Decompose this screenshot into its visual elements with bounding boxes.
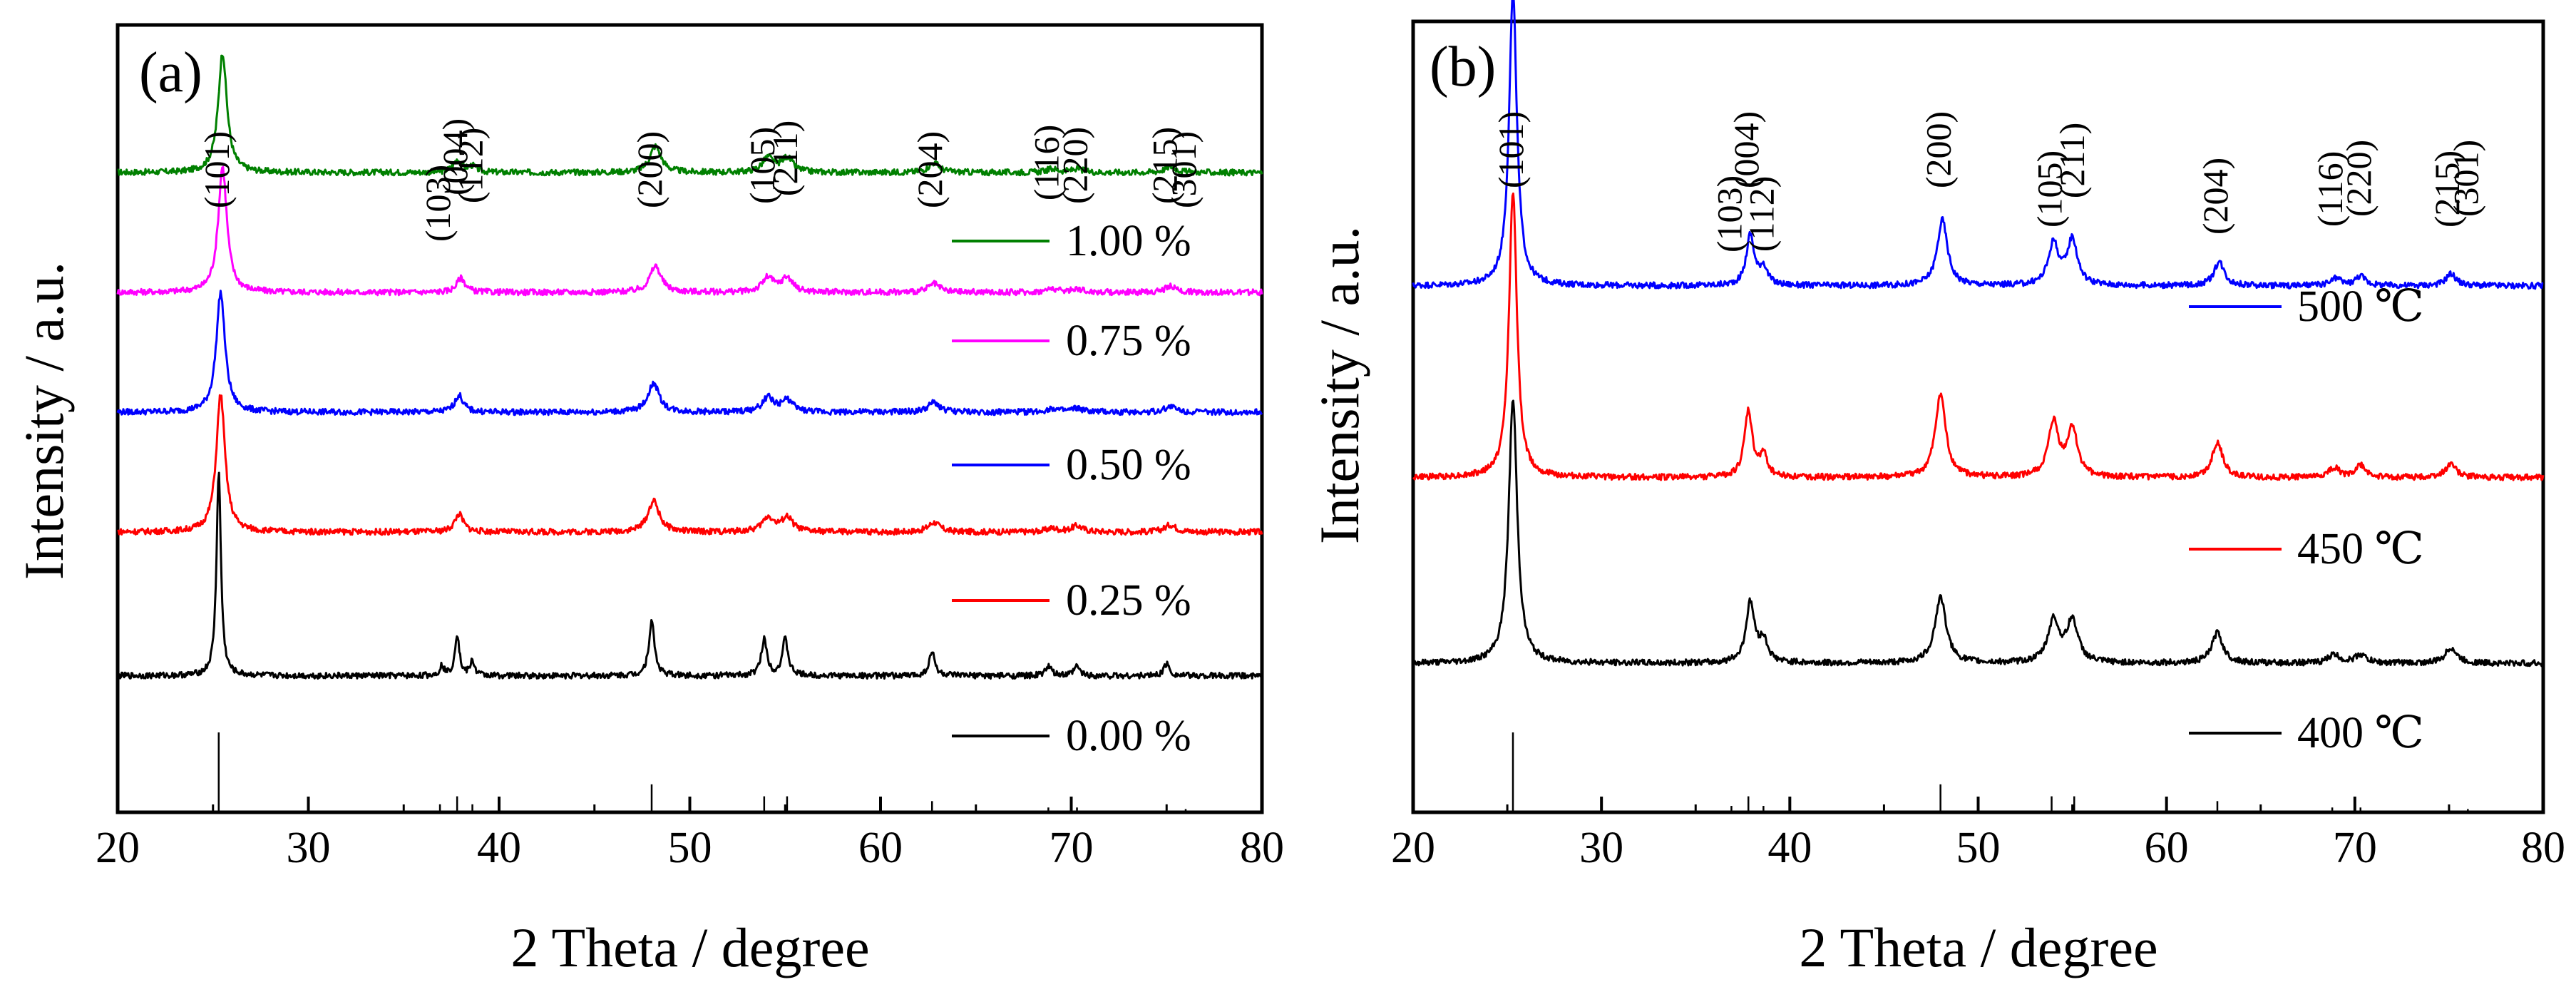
panel-a-traces xyxy=(116,54,1263,680)
panel-a-hkl-label: (004) xyxy=(435,118,475,195)
panel-a-y-axis-title: Intensity / a.u. xyxy=(13,262,75,580)
panel-b-hkl-label: (215) xyxy=(2427,150,2467,227)
panel-a-trace-025 xyxy=(117,394,1263,536)
panel-b-x-tick-label: 80 xyxy=(2521,824,2565,872)
panel-a-trace-000 xyxy=(116,471,1263,680)
panel-b-x-ticks: 20 30 40 50 60 70 80 xyxy=(1391,797,2565,872)
panel-b-x-tick-label: 20 xyxy=(1391,824,1435,872)
panel-b-hkl-label: (200) xyxy=(1919,111,1959,188)
panel-a-x-tick-label: 50 xyxy=(668,824,712,872)
panel-b-hkl-label: (301) xyxy=(2446,140,2485,217)
panel-b-trace-450 xyxy=(1412,192,2545,481)
panel-a: (101) (103)(004)(112) (200) (105)(211) (204)… xyxy=(13,23,1284,978)
panel-b-hkl-label: (220) xyxy=(2339,140,2379,217)
panel-b-x-tick-label: 50 xyxy=(1956,824,2001,872)
panel-a-hkl-labels: (101) (103)(004)(112) (200) (105)(211) (204)… xyxy=(197,118,1204,242)
panel-a-x-tick-label: 80 xyxy=(1240,824,1284,872)
panel-b-legend-label: 400 ℃ xyxy=(2297,709,2424,757)
panel-a-hkl-label: (112) xyxy=(451,128,491,203)
panel-a-x-tick-label: 60 xyxy=(858,824,903,872)
panel-b-legend-label: 450 ℃ xyxy=(2297,525,2424,573)
panel-b-trace-500 xyxy=(1412,0,2544,290)
panel-b-legend: 500 ℃ 450 ℃ 400 ℃ xyxy=(2189,282,2424,757)
panel-a-hkl-label: (116) xyxy=(1026,125,1066,200)
panel-b-x-tick-label: 40 xyxy=(1767,824,1812,872)
panel-a-hkl-label: (204) xyxy=(910,131,950,208)
panel-a-trace-075 xyxy=(116,165,1263,297)
panel-b-hkl-label: (004) xyxy=(1726,111,1766,188)
panel-a-hkl-label: (215) xyxy=(1144,127,1184,204)
panel-b-hkl-labels: (101) (103)(004)(112) (200) (105)(211) (204)… xyxy=(1491,111,2485,252)
panel-a-label: (a) xyxy=(139,41,202,104)
panel-a-legend-label: 0.00 % xyxy=(1066,712,1191,760)
panel-a-legend: 1.00 % 0.75 % 0.50 % 0.25 % 0.00 % xyxy=(952,217,1191,760)
panel-b-y-axis-title: Intensity / a.u. xyxy=(1308,226,1370,544)
panel-b: (101) (103)(004)(112) (200) (105)(211) (204)… xyxy=(1308,0,2565,978)
panel-b-hkl-label: (211) xyxy=(2052,123,2092,198)
panel-b-x-tick-label: 60 xyxy=(2145,824,2189,872)
panel-a-hkl-label: (101) xyxy=(197,131,237,208)
panel-b-hkl-label: (116) xyxy=(2310,151,2350,227)
panel-b-hkl-label: (105) xyxy=(2030,150,2070,227)
panel-b-traces xyxy=(1412,0,2545,668)
panel-a-hkl-label: (220) xyxy=(1055,127,1095,204)
panel-b-label: (b) xyxy=(1430,36,1496,98)
panel-a-legend-label: 0.25 % xyxy=(1066,576,1191,625)
panel-b-hkl-label: (204) xyxy=(2195,158,2235,235)
panel-a-trace-100 xyxy=(117,54,1263,177)
panel-a-hkl-label: (301) xyxy=(1164,131,1204,208)
panel-a-reference-lines xyxy=(217,732,1187,812)
panel-a-hkl-label: (105) xyxy=(742,127,782,204)
panel-a-x-axis-title: 2 Theta / degree xyxy=(510,916,869,978)
panel-a-hkl-label: (200) xyxy=(630,131,669,208)
panel-b-x-axis-title: 2 Theta / degree xyxy=(1799,916,2157,978)
panel-a-x-tick-label: 30 xyxy=(287,824,331,872)
panel-a-legend-label: 0.75 % xyxy=(1066,317,1191,365)
panel-a-legend-label: 1.00 % xyxy=(1066,217,1191,265)
panel-a-hkl-label: (103) xyxy=(418,165,458,242)
panel-a-x-ticks: 20 30 40 50 60 70 80 xyxy=(96,797,1284,872)
panel-a-x-tick-label: 20 xyxy=(96,824,140,872)
panel-b-legend-label: 500 ℃ xyxy=(2297,282,2424,331)
panel-b-hkl-label: (112) xyxy=(1741,176,1781,252)
panel-a-legend-label: 0.50 % xyxy=(1066,441,1191,489)
panel-b-x-tick-label: 70 xyxy=(2333,824,2377,872)
panel-a-x-tick-label: 70 xyxy=(1050,824,1094,872)
panel-a-x-tick-label: 40 xyxy=(477,824,521,872)
panel-a-hkl-label: (211) xyxy=(765,121,805,196)
panel-b-hkl-label: (101) xyxy=(1491,111,1531,188)
panel-a-trace-050 xyxy=(116,290,1263,416)
panel-b-x-tick-label: 30 xyxy=(1579,824,1623,872)
panel-b-trace-400 xyxy=(1412,399,2545,668)
panel-b-hkl-label: (103) xyxy=(1709,175,1749,252)
